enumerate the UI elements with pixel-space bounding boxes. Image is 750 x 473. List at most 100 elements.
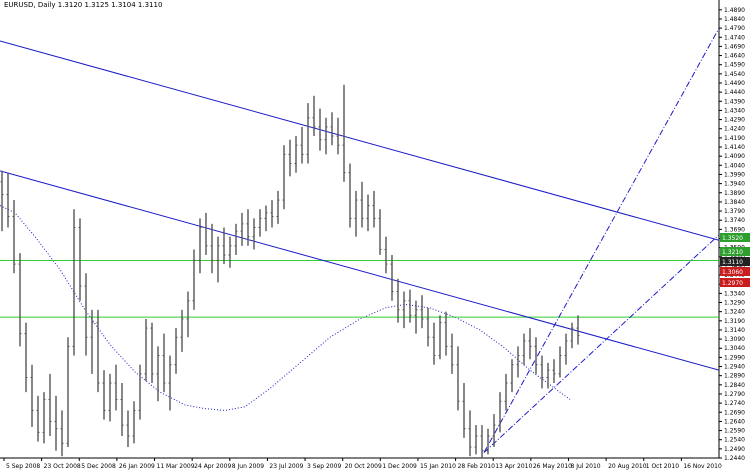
ohlc-bar [240,212,244,246]
x-tick-label: 24 Apr 2009 [194,463,231,470]
x-tick-label: 23 Oct 2008 [44,463,81,470]
ohlc-bar [504,373,508,411]
price-tag-label: 1.3110 [722,259,743,266]
ohlc-bar [390,254,394,301]
ohlc-bar [234,223,238,255]
ohlc-bar [336,117,340,155]
ohlc-bar [312,95,316,137]
y-tick-label: 1.4440 [724,89,745,96]
ohlc-bar [402,291,406,329]
y-tick-label: 1.4490 [724,80,745,87]
ohlc-bar [348,163,352,228]
y-tick-label: 1.3690 [724,226,745,233]
plot-area [0,27,719,458]
ohlc-bar [342,84,346,182]
ohlc-bar [528,328,532,360]
y-tick-label: 1.2640 [724,418,745,425]
ohlc-bar [324,117,328,155]
price-tag [720,233,750,242]
y-tick-label: 1.3040 [724,345,745,352]
ohlc-bar [360,181,364,228]
ohlc-bar [534,337,538,374]
y-tick-label: 1.3790 [724,208,745,215]
ohlc-bar [150,322,154,383]
ohlc-bar [222,227,226,265]
y-tick-label: 1.3940 [724,181,745,188]
y-tick-label: 1.4690 [724,43,745,50]
x-tick-label: 20 Aug 2010 [608,463,647,470]
ohlc-bar [474,425,478,455]
y-tick-label: 1.4840 [724,16,745,23]
ohlc-bar [90,309,94,374]
ohlc-bar [96,309,100,393]
ohlc-bar [540,355,544,389]
ohlc-bar [66,337,70,448]
ohlc-bar [432,322,436,365]
ohlc-bar [510,359,514,393]
trendline [483,234,719,453]
y-tick-label: 1.4240 [724,126,745,133]
ohlc-bar [144,318,148,382]
chart-title: EURUSD, Daily 1.3120 1.3125 1.3104 1.311… [4,1,163,9]
y-tick-label: 1.2490 [724,446,745,453]
ohlc-bar [168,355,172,411]
ohlc-bar [6,172,10,228]
y-tick-label: 1.2690 [724,409,745,416]
x-tick-label: 1 Dec 2009 [382,463,417,470]
y-tick-label: 1.4540 [724,71,745,78]
ohlc-bar [126,410,130,448]
y-tick-label: 1.3990 [724,171,745,178]
ohlc-bar [180,309,184,352]
trendline [0,40,719,241]
ohlc-bar [408,289,412,323]
ohlc-bar [228,236,232,268]
ohlc-bar [564,333,568,365]
y-tick-label: 1.4040 [724,162,745,169]
ohlc-bar [84,273,88,356]
x-tick-label: 13 Apr 2010 [495,463,532,470]
ohlc-bar [492,414,496,448]
ohlc-bar [48,373,52,437]
price-tag-label: 1.3210 [722,249,743,256]
ohlc-bar [258,209,262,237]
ohlc-bar [0,170,4,232]
y-tick-label: 1.3890 [724,190,745,197]
ohlc-bar [288,139,292,177]
price-tag [720,257,750,266]
y-tick-label: 1.2890 [724,373,745,380]
ohlc-bar [78,218,82,301]
y-tick-label: 1.4590 [724,62,745,69]
y-tick-label: 1.4390 [724,98,745,105]
trendline [483,27,719,453]
ohlc-bar [438,315,442,360]
ohlc-bar [330,112,334,146]
y-tick-label: 1.3840 [724,199,745,206]
y-tick-label: 1.3340 [724,290,745,297]
x-tick-label: 26 May 2010 [533,463,572,470]
ohlc-bar [18,253,22,347]
trendline [0,170,719,371]
y-tick-label: 1.4290 [724,117,745,124]
ohlc-bar [498,392,502,433]
ohlc-bar [276,190,280,224]
ohlc-bar [372,190,376,228]
ohlc-bar [396,278,400,323]
ohlc-bar [552,359,556,383]
y-tick-label: 1.4190 [724,135,745,142]
y-tick-label: 1.3240 [724,309,745,316]
ohlc-bar [198,218,202,274]
y-tick-label: 1.3090 [724,336,745,343]
ohlc-bar [264,205,268,232]
y-tick-label: 1.2440 [724,455,745,462]
x-tick-label: 8 Jun 2009 [232,463,264,470]
ohlc-bar [414,300,418,334]
ohlc-bar [462,383,466,438]
price-tag-label: 1.3060 [722,269,743,276]
ohlc-bar [354,190,358,237]
ohlc-bar [102,370,106,420]
ohlc-bar [72,209,76,356]
y-tick-label: 1.2590 [724,428,745,435]
x-tick-label: 23 Jul 2009 [269,463,303,470]
